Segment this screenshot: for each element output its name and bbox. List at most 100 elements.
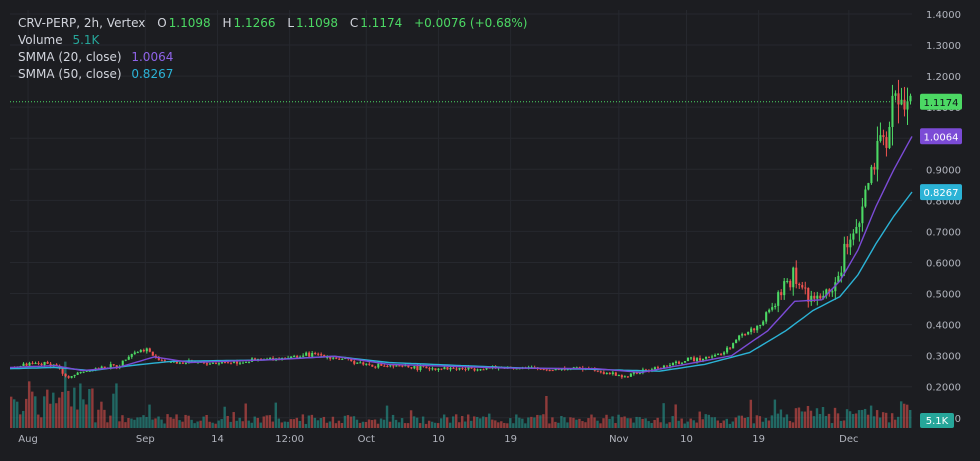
low-value: 1.1098	[296, 16, 339, 30]
candle-body	[665, 365, 669, 367]
candle-body	[79, 372, 82, 374]
volume-bar	[611, 416, 614, 428]
candle-body	[353, 361, 356, 364]
x-tick-label-0: Aug	[18, 434, 38, 445]
candle-body	[112, 364, 115, 366]
volume-bar	[794, 408, 798, 428]
volume-bar	[181, 421, 184, 428]
symbol-label[interactable]: CRV-PERP, 2h, Vertex	[18, 16, 146, 30]
volume-bar	[157, 416, 160, 428]
candle-body	[133, 352, 136, 355]
price-label-box-1	[920, 128, 962, 145]
candle-body	[575, 367, 578, 369]
volume-bar	[370, 420, 374, 428]
candle-body	[416, 365, 419, 371]
volume-bar	[259, 422, 262, 428]
volume-bar	[373, 419, 377, 428]
candle-body	[455, 368, 458, 370]
smma20-label[interactable]: SMMA (20, close)	[18, 50, 122, 64]
volume-bar	[734, 417, 738, 428]
candle-body	[720, 353, 723, 355]
volume-bar	[34, 396, 37, 428]
volume-bar	[127, 417, 130, 428]
x-tick-label-4: Oct	[358, 434, 375, 445]
volume-bar	[22, 410, 25, 428]
volume-bar	[641, 418, 644, 428]
candle-body	[698, 358, 702, 361]
volume-bar	[569, 417, 572, 428]
volume-bar	[587, 418, 590, 428]
volume-bar	[560, 415, 563, 428]
volume-bar	[343, 415, 347, 428]
candle-body	[626, 376, 629, 378]
volume-bar	[728, 423, 731, 428]
candle-body	[302, 355, 305, 357]
candle-body	[296, 356, 299, 358]
ohlc-row: CRV-PERP, 2h, Vertex O 1.1098 H 1.1266 L 1.…	[18, 15, 535, 32]
volume-bar	[430, 421, 434, 428]
candle-body	[395, 365, 398, 367]
candle-body	[849, 239, 852, 248]
candle-body	[28, 362, 31, 366]
candle-body	[410, 367, 413, 369]
price-label-text-2: 0.8267	[924, 188, 959, 199]
volume-bar	[439, 418, 443, 428]
candle-body	[638, 372, 641, 374]
volume-bar	[461, 416, 464, 428]
candle-body	[813, 295, 816, 299]
candle-body	[695, 358, 699, 362]
volume-bar	[421, 416, 425, 428]
volume-bar	[872, 416, 876, 428]
volume-bar	[37, 414, 40, 428]
candle-body	[419, 365, 422, 371]
volume-bar	[403, 423, 407, 428]
volume-bar	[454, 414, 458, 428]
volume-bar	[875, 410, 879, 428]
volume-bar	[644, 418, 647, 428]
volume-bar	[572, 417, 575, 428]
candle-body	[82, 371, 85, 373]
volume-bar	[773, 399, 777, 428]
candle-body	[383, 365, 386, 367]
volume-bar	[539, 415, 542, 428]
candle-body	[103, 366, 106, 369]
price-label-box-2	[920, 184, 962, 201]
candle-body	[605, 373, 608, 375]
smma50-label[interactable]: SMMA (50, close)	[18, 67, 122, 81]
volume-bar	[106, 422, 109, 428]
volume-bar	[788, 420, 792, 428]
smma20-row: SMMA (20, close) 1.0064	[18, 49, 535, 66]
candle-body	[798, 283, 801, 286]
candle-body	[449, 367, 452, 370]
y-tick-label-6: 0.8000	[926, 196, 961, 207]
candle-body	[747, 331, 750, 335]
volume-bar	[358, 422, 362, 428]
volume-bar	[238, 417, 241, 428]
candle-body	[476, 369, 479, 371]
volume-bar	[509, 418, 512, 428]
volume-bar	[488, 413, 491, 428]
volume-bar	[79, 383, 82, 428]
y-tick-label-12: 0.2000	[926, 383, 961, 394]
candle-body	[578, 367, 581, 369]
change-value: +0.0076 (+0.68%)	[414, 16, 528, 30]
candle-body	[653, 367, 656, 370]
volume-bar	[451, 416, 455, 428]
candle-body	[43, 361, 46, 365]
candle-body	[515, 368, 518, 370]
y-tick-label-0: 1.4000	[926, 10, 961, 21]
volume-bar	[166, 414, 169, 428]
volume-bar	[352, 416, 356, 428]
volume-label[interactable]: Volume	[18, 33, 63, 47]
volume-bar	[160, 419, 163, 428]
candle-body	[882, 135, 885, 138]
candle-body	[620, 375, 623, 378]
volume-row: Volume 5.1K	[18, 32, 535, 49]
candle-body	[413, 365, 416, 369]
volume-bar	[797, 407, 801, 428]
volume-bar	[812, 416, 816, 428]
candle-body	[828, 289, 831, 293]
candle-body	[157, 357, 160, 361]
